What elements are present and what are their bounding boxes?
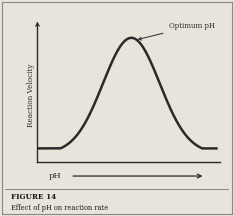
Y-axis label: Reaction Velocity: Reaction Velocity xyxy=(27,63,35,127)
Text: Optimum pH: Optimum pH xyxy=(139,22,215,40)
Text: Effect of pH on reaction rate: Effect of pH on reaction rate xyxy=(11,204,109,213)
Text: pH: pH xyxy=(48,172,61,180)
Text: FIGURE 14: FIGURE 14 xyxy=(11,193,57,201)
